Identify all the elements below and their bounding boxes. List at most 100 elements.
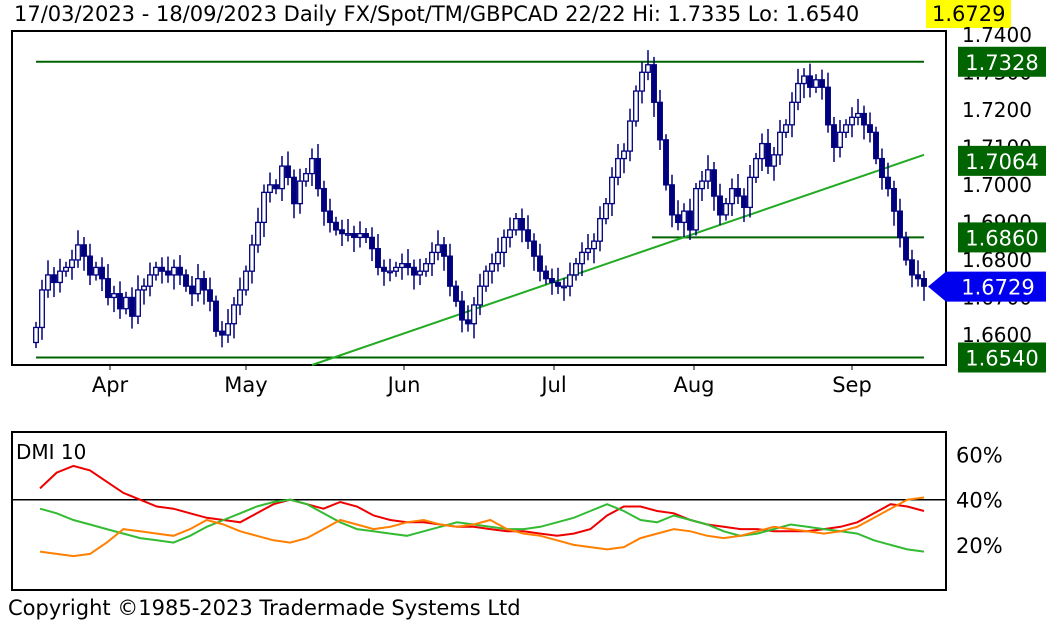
- level-label-box: [958, 222, 1046, 253]
- candle-body: [147, 274, 153, 287]
- candle-body: [465, 319, 471, 325]
- candle-body: [279, 165, 285, 190]
- level-label-box: [958, 145, 1046, 176]
- candle-body: [357, 233, 363, 239]
- candle-body: [339, 229, 345, 235]
- candle-body: [267, 184, 273, 194]
- candle-body: [771, 154, 777, 167]
- candle-body: [513, 217, 519, 231]
- candle-body: [633, 90, 639, 122]
- candle-body: [885, 176, 891, 190]
- last-price-label: 1.6729: [961, 276, 1034, 300]
- candle-body: [537, 255, 543, 272]
- candle-body: [309, 157, 315, 175]
- candle-body: [225, 323, 231, 336]
- candle-body: [45, 274, 51, 291]
- candle-body: [237, 289, 243, 306]
- candle-body: [663, 139, 669, 186]
- candle-body: [405, 263, 411, 269]
- candle-body: [39, 289, 45, 329]
- x-tick-label: Sep: [832, 373, 872, 397]
- candlestick-series: [33, 50, 927, 349]
- candle-body: [399, 263, 405, 269]
- level-label-box: [958, 342, 1046, 373]
- candle-body: [417, 270, 423, 276]
- candle-body: [69, 259, 75, 269]
- dmi-series-line-1: [39, 464, 925, 537]
- dmi-title: DMI 10: [16, 440, 86, 464]
- candle-body: [459, 300, 465, 321]
- candle-body: [111, 293, 117, 299]
- candle-body: [657, 101, 663, 141]
- candle-body: [177, 266, 183, 276]
- candle-body: [87, 255, 93, 276]
- candle-body: [591, 240, 597, 250]
- candle-body: [33, 326, 39, 344]
- candle-body: [801, 75, 807, 85]
- candle-body: [855, 112, 861, 118]
- candle-body: [99, 266, 105, 280]
- candle-body: [261, 191, 267, 224]
- candle-body: [321, 187, 327, 212]
- candle-body: [471, 304, 477, 325]
- candle-body: [531, 240, 537, 257]
- x-tick-label: Jul: [539, 373, 566, 397]
- candle-body: [495, 251, 501, 265]
- candle-body: [831, 124, 837, 148]
- candle-body: [555, 281, 561, 287]
- candle-body: [753, 157, 759, 179]
- candle-body: [879, 157, 885, 179]
- x-tick-label: Jun: [386, 373, 421, 397]
- candle-body: [249, 244, 255, 272]
- candle-body: [711, 169, 717, 197]
- candle-body: [333, 221, 339, 231]
- candle-body: [183, 274, 189, 287]
- candle-body: [891, 187, 897, 212]
- candle-body: [717, 195, 723, 216]
- candle-body: [729, 187, 735, 205]
- x-tick-label: May: [224, 373, 267, 397]
- candle-body: [849, 116, 855, 126]
- candle-body: [411, 266, 417, 276]
- candle-body: [807, 75, 813, 88]
- candle-body: [447, 255, 453, 287]
- candle-body: [429, 251, 435, 265]
- candle-body: [783, 124, 789, 133]
- candle-body: [159, 266, 165, 272]
- candle-body: [669, 184, 675, 216]
- candle-body: [351, 233, 357, 239]
- candle-body: [57, 270, 63, 284]
- candle-body: [507, 229, 513, 239]
- candle-body: [861, 112, 867, 126]
- candle-body: [63, 266, 69, 272]
- main-panel-frame: [11, 30, 947, 366]
- candle-body: [93, 266, 99, 276]
- y-tick-label: 1.7000: [962, 173, 1032, 197]
- candle-body: [837, 131, 843, 148]
- candle-body: [735, 187, 741, 197]
- dmi-panel-frame: [11, 431, 947, 591]
- candle-body: [789, 101, 795, 126]
- candle-body: [375, 248, 381, 269]
- candle-body: [219, 330, 225, 336]
- candle-body: [195, 278, 201, 295]
- level-label: 1.6540: [965, 346, 1038, 370]
- candle-body: [747, 176, 753, 209]
- candle-body: [915, 274, 921, 280]
- candle-body: [561, 285, 567, 289]
- candle-body: [315, 157, 321, 190]
- candle-body: [843, 124, 849, 133]
- candle-body: [825, 86, 831, 126]
- candle-body: [105, 278, 111, 299]
- candle-body: [813, 79, 819, 88]
- candle-body: [171, 266, 177, 276]
- chart-header-text: 17/03/2023 - 18/09/2023 Daily FX/Spot/TM…: [14, 2, 860, 26]
- candle-body: [117, 293, 123, 310]
- x-tick-label: Aug: [673, 373, 714, 397]
- candle-body: [723, 202, 729, 216]
- candle-body: [363, 233, 369, 239]
- candle-body: [387, 270, 393, 274]
- candle-body: [639, 71, 645, 92]
- candle-body: [909, 259, 915, 276]
